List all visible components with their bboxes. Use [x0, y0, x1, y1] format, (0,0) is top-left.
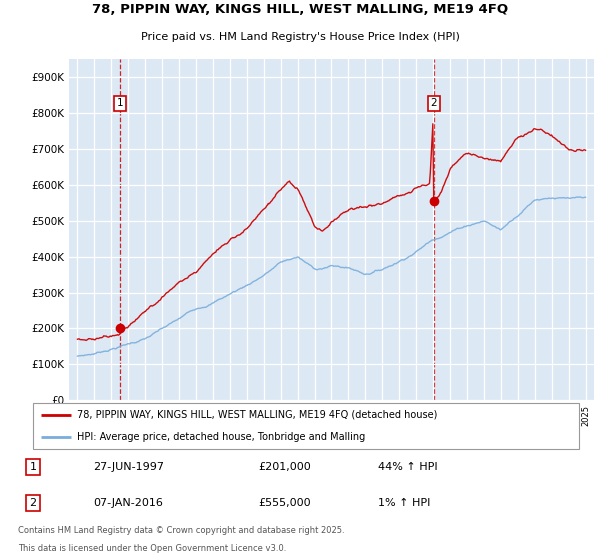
- Text: Price paid vs. HM Land Registry's House Price Index (HPI): Price paid vs. HM Land Registry's House …: [140, 32, 460, 43]
- Text: 07-JAN-2016: 07-JAN-2016: [93, 498, 163, 508]
- Text: 78, PIPPIN WAY, KINGS HILL, WEST MALLING, ME19 4FQ: 78, PIPPIN WAY, KINGS HILL, WEST MALLING…: [92, 3, 508, 16]
- Text: 2: 2: [29, 498, 37, 508]
- Text: 1: 1: [29, 462, 37, 472]
- Text: 1: 1: [116, 98, 123, 108]
- Text: 44% ↑ HPI: 44% ↑ HPI: [378, 462, 437, 472]
- Text: 2: 2: [430, 98, 437, 108]
- FancyBboxPatch shape: [33, 404, 579, 449]
- Text: £201,000: £201,000: [258, 462, 311, 472]
- Text: 27-JUN-1997: 27-JUN-1997: [93, 462, 164, 472]
- Text: £555,000: £555,000: [258, 498, 311, 508]
- Text: This data is licensed under the Open Government Licence v3.0.: This data is licensed under the Open Gov…: [18, 544, 286, 553]
- Text: 1% ↑ HPI: 1% ↑ HPI: [378, 498, 430, 508]
- Text: Contains HM Land Registry data © Crown copyright and database right 2025.: Contains HM Land Registry data © Crown c…: [18, 526, 344, 535]
- Text: 78, PIPPIN WAY, KINGS HILL, WEST MALLING, ME19 4FQ (detached house): 78, PIPPIN WAY, KINGS HILL, WEST MALLING…: [77, 410, 437, 420]
- Text: HPI: Average price, detached house, Tonbridge and Malling: HPI: Average price, detached house, Tonb…: [77, 432, 365, 442]
